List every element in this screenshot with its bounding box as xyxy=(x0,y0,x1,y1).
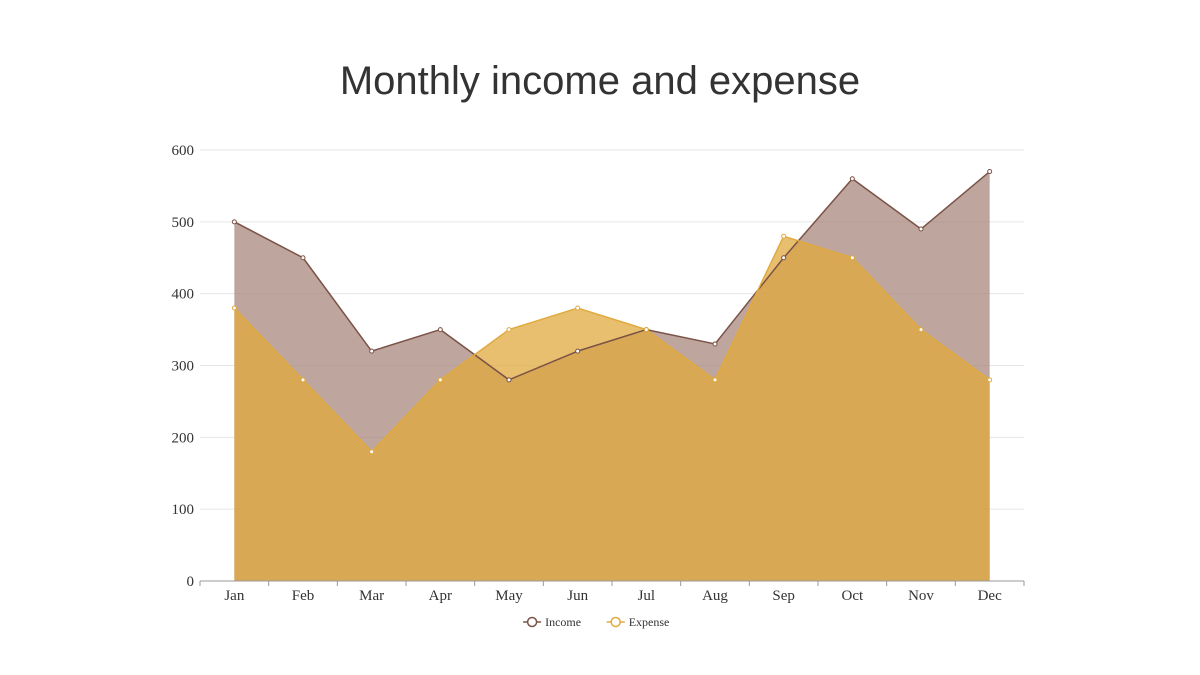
x-tick-label: Aug xyxy=(702,588,728,604)
point-expense xyxy=(712,377,718,383)
point-expense xyxy=(643,327,649,333)
legend-item-income: Income xyxy=(523,615,581,629)
x-tick-label: Jun xyxy=(567,588,588,604)
legend-marker-icon xyxy=(610,616,621,628)
x-tick-label: Oct xyxy=(841,588,863,604)
point-expense xyxy=(437,377,443,383)
y-tick-label: 400 xyxy=(172,287,195,303)
legend-label: Income xyxy=(545,615,581,629)
line-expense xyxy=(233,235,991,453)
point-income xyxy=(849,176,855,182)
legend: Income Expense xyxy=(523,615,669,629)
x-tick-label: Apr xyxy=(429,588,452,604)
y-tick-label: 200 xyxy=(172,430,195,446)
point-expense xyxy=(575,305,581,311)
legend-marker-icon xyxy=(526,616,538,628)
point-income xyxy=(231,219,237,225)
y-tick-label: 500 xyxy=(172,215,195,231)
point-income xyxy=(369,348,375,354)
point-income xyxy=(918,226,924,232)
point-income xyxy=(712,341,718,347)
point-expense xyxy=(849,255,855,261)
legend-label: Expense xyxy=(629,615,670,629)
x-tick-label: May xyxy=(495,588,523,604)
chart-title: Monthly income and expense xyxy=(340,59,860,103)
area-expense xyxy=(234,236,990,581)
point-income xyxy=(781,255,787,261)
point-income xyxy=(575,348,581,354)
x-tick-label: Feb xyxy=(292,588,315,604)
point-expense xyxy=(300,377,306,383)
area-series xyxy=(234,171,990,582)
y-tick-label: 0 xyxy=(187,574,195,590)
x-tick-label: Jul xyxy=(638,588,656,604)
data-points xyxy=(231,169,993,455)
y-tick-label: 600 xyxy=(172,143,195,159)
point-expense xyxy=(918,327,924,333)
point-income xyxy=(437,327,443,333)
point-income xyxy=(300,255,306,261)
point-income xyxy=(506,377,512,383)
point-income xyxy=(987,169,993,175)
x-tick-label: Nov xyxy=(908,588,934,604)
legend-item-expense: Expense xyxy=(606,615,670,629)
x-tick-label: Sep xyxy=(772,588,795,604)
x-tick-label: Dec xyxy=(978,588,1002,604)
x-tick-label: Mar xyxy=(359,588,384,604)
point-expense xyxy=(231,305,237,311)
point-expense xyxy=(781,233,787,239)
y-tick-label: 300 xyxy=(172,359,195,375)
line-income xyxy=(233,170,991,381)
y-tick-label: 100 xyxy=(172,502,195,518)
x-tick-label: Jan xyxy=(224,588,244,604)
point-expense xyxy=(369,449,375,455)
point-expense xyxy=(506,327,512,333)
series-lines xyxy=(233,170,991,453)
point-expense xyxy=(987,377,993,383)
axes: 0 100 200 300 400 500 600 Jan Feb Mar Apr May Jun Jul… xyxy=(172,143,1025,604)
